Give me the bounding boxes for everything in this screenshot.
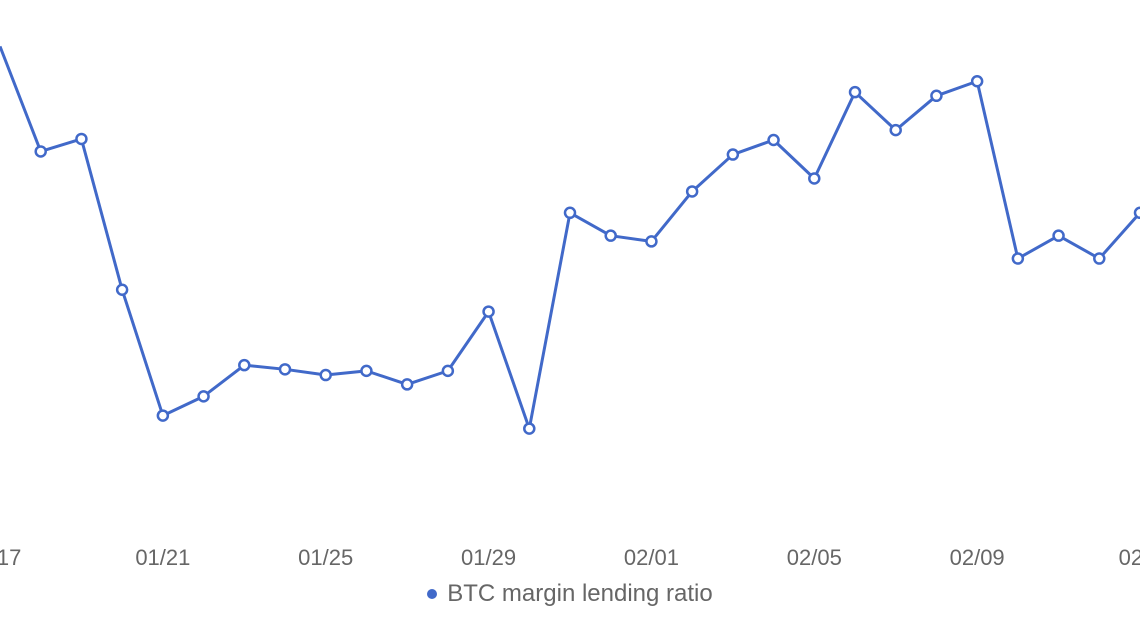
data-point[interactable] [443,366,453,376]
data-point[interactable] [606,231,616,241]
data-point[interactable] [728,150,738,160]
data-point[interactable] [1135,208,1140,218]
data-point[interactable] [36,146,46,156]
data-point[interactable] [646,236,656,246]
x-tick-label: 02/05 [787,545,842,571]
data-point[interactable] [76,134,86,144]
data-point[interactable] [402,379,412,389]
x-axis-labels: 1/17 01/21 01/25 01/29 02/01 02/05 02/09 02/1 [0,545,1140,575]
legend-marker-icon [427,589,437,599]
data-point[interactable] [1013,254,1023,264]
data-point[interactable] [484,307,494,317]
x-tick-label: 02/09 [950,545,1005,571]
data-point[interactable] [769,135,779,145]
x-tick-label: 02/01 [624,545,679,571]
x-tick-label: 01/21 [135,545,190,571]
data-point[interactable] [687,186,697,196]
data-point[interactable] [1054,231,1064,241]
data-point[interactable] [321,370,331,380]
data-point[interactable] [565,208,575,218]
data-point[interactable] [280,364,290,374]
chart-svg [0,0,1140,540]
line-chart [0,0,1140,540]
data-point[interactable] [809,173,819,183]
legend-label: BTC margin lending ratio [447,580,712,608]
x-tick-label: 01/25 [298,545,353,571]
data-point[interactable] [891,125,901,135]
x-tick-label: 01/29 [461,545,516,571]
x-tick-label: 02/1 [1119,545,1140,571]
data-point[interactable] [850,87,860,97]
data-point[interactable] [972,76,982,86]
data-point[interactable] [117,285,127,295]
data-point[interactable] [239,360,249,370]
x-tick-label: 1/17 [0,545,21,571]
data-point[interactable] [199,391,209,401]
series-line [0,46,1140,428]
chart-legend: BTC margin lending ratio [0,580,1140,608]
data-point[interactable] [361,366,371,376]
data-point[interactable] [931,91,941,101]
data-point[interactable] [158,411,168,421]
data-point[interactable] [524,424,534,434]
data-point[interactable] [1094,254,1104,264]
